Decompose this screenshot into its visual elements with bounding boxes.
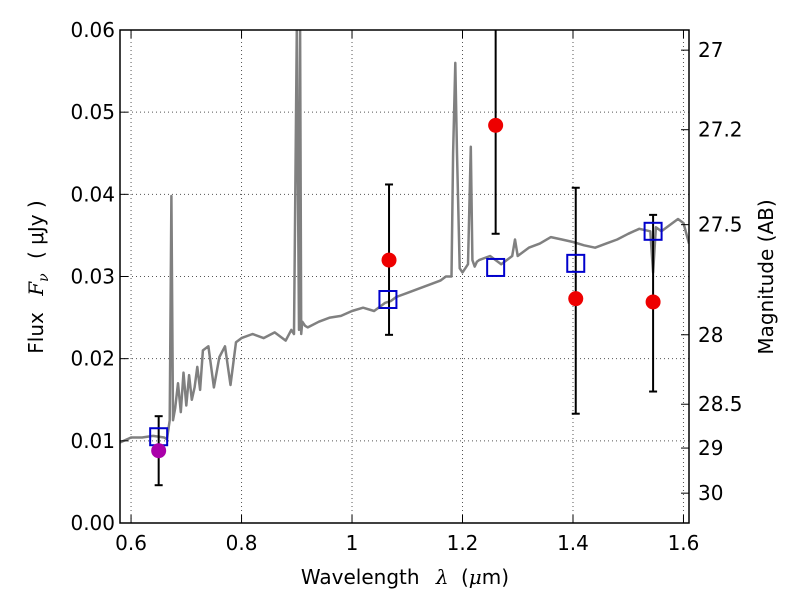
model-flux-square <box>643 221 663 241</box>
errorbar-layer <box>154 30 658 487</box>
grid-layer <box>120 29 689 524</box>
observed-flux-point <box>645 294 661 310</box>
x-axis-label-symbol: λ <box>435 565 449 589</box>
y-tick-label: 0.03 <box>70 265 115 289</box>
observed-flux-point <box>381 252 397 268</box>
magnitude-tick-label: 27.2 <box>698 118 743 142</box>
x-axis-label: Wavelength λ (μm) <box>301 565 509 589</box>
x-tick-label: 1.6 <box>668 531 700 555</box>
magnitude-tick-label: 29 <box>698 436 723 460</box>
magnitude-tick-label: 28.5 <box>698 392 743 416</box>
x-tick-label: 1.4 <box>557 531 589 555</box>
observed-flux-point <box>151 443 167 459</box>
x-tick-label: 1 <box>346 531 359 555</box>
y-tick-label: 0.02 <box>70 347 115 371</box>
observed-flux-point <box>568 291 584 307</box>
y-tick-label: 0.06 <box>70 18 115 42</box>
marker-layer <box>149 117 663 459</box>
x-tick-label: 1.2 <box>447 531 479 555</box>
tick-layer: 0.6 0.8 1 1.2 1.4 1.6 0.00 0.01 0.02 0.03 0.04 0.05… <box>70 18 742 555</box>
y-tick-label: 0.04 <box>70 182 115 206</box>
magnitude-tick-label: 30 <box>698 481 723 505</box>
observed-flux-point <box>488 117 504 133</box>
x-tick-label: 0.6 <box>115 531 147 555</box>
x-axis-label-unit-mu: μ <box>469 565 482 589</box>
magnitude-tick-label: 27 <box>698 38 723 62</box>
y-axis-label-subscript: ν <box>36 273 52 282</box>
sed-spectrum-layer <box>120 30 689 444</box>
model-flux-square <box>378 290 398 310</box>
magnitude-tick-label: 28 <box>698 323 723 347</box>
model-flux-square <box>566 253 586 273</box>
magnitude-tick-label: 27.5 <box>698 213 743 237</box>
y-tick-label: 0.00 <box>70 511 115 535</box>
x-axis-label-prefix: Wavelength <box>301 565 420 589</box>
x-axis-label-unit-open: ( <box>461 565 469 589</box>
y-axis-label: Flux Fν ( μJy ) <box>24 200 53 353</box>
y-axis-label-prefix: Flux <box>24 312 48 354</box>
magnitude-axis-label: Magnitude (AB) <box>754 199 778 354</box>
x-axis-label-unit-rest: m) <box>482 565 509 589</box>
y-axis-label-symbol: F <box>24 281 48 297</box>
y-axis-label-unit: ( μJy ) <box>24 200 48 259</box>
y-tick-label: 0.01 <box>70 429 115 453</box>
x-tick-label: 0.8 <box>226 531 258 555</box>
y-tick-label: 0.05 <box>70 100 115 124</box>
model-flux-square <box>486 257 506 277</box>
sed-spectrum-line <box>120 30 689 444</box>
